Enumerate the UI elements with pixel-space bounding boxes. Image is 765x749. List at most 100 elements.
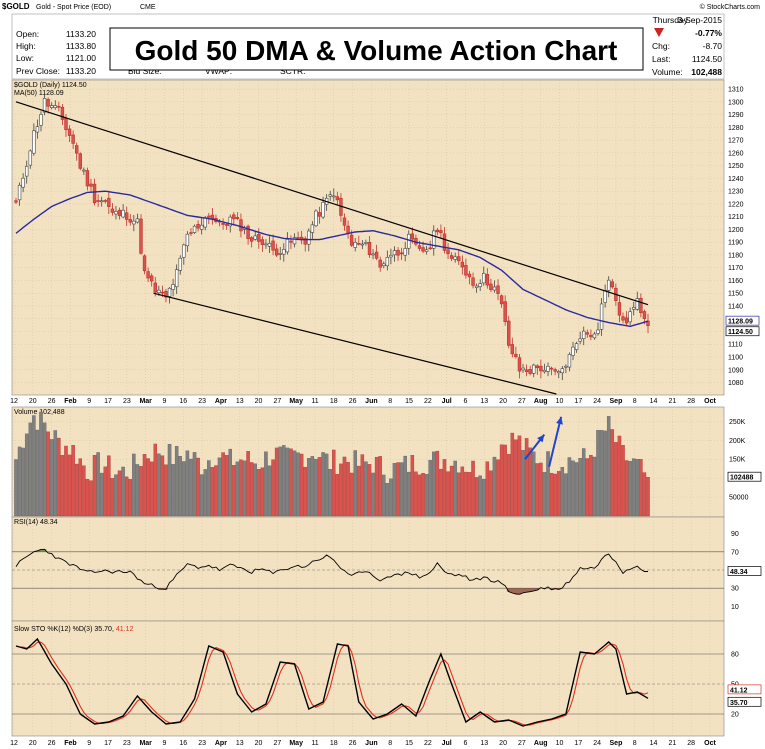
x-tick-label: 15: [405, 740, 413, 747]
volume-bar: [196, 457, 200, 517]
volume-bar: [303, 466, 307, 517]
volume-bar: [382, 474, 386, 517]
volume-bar: [496, 459, 500, 517]
volume-bar: [328, 469, 332, 517]
volume-bar: [531, 451, 536, 517]
volume-bar: [424, 474, 429, 517]
volume-bar: [60, 455, 65, 517]
candle-body: [435, 229, 440, 233]
sto-k-last-tag-box: [727, 696, 762, 707]
price-tick-label: 1110: [728, 342, 743, 349]
volume-bar: [214, 465, 218, 517]
candle-body: [492, 286, 497, 291]
volume-bar: [574, 462, 579, 517]
candle-body: [157, 289, 161, 294]
x-tick-label: 20: [29, 398, 37, 405]
volume-bar: [24, 433, 29, 517]
x-tick-label: 18: [330, 740, 338, 747]
exchange: CME: [140, 4, 156, 11]
x-tick-label: 24: [593, 740, 601, 747]
x-tick-label: 14: [650, 740, 658, 747]
price-last-tag: 1124.50: [728, 329, 753, 336]
x-tick-label: 8: [388, 398, 392, 405]
candle-body: [292, 237, 297, 245]
x-tick-label: 8: [388, 740, 392, 747]
volume-bar: [235, 461, 240, 517]
volume-bar: [296, 452, 300, 517]
candle-body: [432, 230, 436, 249]
candle-body: [499, 295, 504, 305]
candle-body: [57, 105, 61, 108]
volume-bar: [42, 422, 47, 517]
price-tick-label: 1290: [728, 112, 744, 119]
candle-body: [189, 232, 193, 234]
x-tick-label: Apr: [215, 398, 227, 405]
volume-bar: [439, 468, 443, 517]
x-tick-label: Sep: [610, 740, 623, 747]
volume-bar: [514, 439, 518, 517]
x-tick-label: Mar: [139, 740, 152, 747]
volume-bar: [78, 458, 83, 517]
candle-body: [589, 334, 593, 338]
sto-k-last-tag: 35.70: [730, 700, 748, 707]
volume-bar: [135, 464, 140, 517]
stochastic-d-line: [15, 641, 649, 726]
candle-body: [374, 251, 379, 259]
candle-body: [199, 224, 204, 230]
price-tick-label: 1310: [728, 87, 744, 94]
volume-bar: [556, 471, 561, 517]
candle-body: [239, 219, 243, 232]
candle-body: [132, 220, 136, 225]
volume-bar: [107, 455, 111, 517]
volume-bar: [517, 435, 522, 517]
volume-bar: [71, 445, 75, 517]
volume-bar: [99, 472, 104, 517]
ma-last-tag-box: [725, 315, 760, 326]
price-tick-label: 1200: [728, 227, 744, 234]
candle-body: [489, 283, 493, 290]
candle-body: [578, 338, 582, 342]
volume-bar: [589, 454, 593, 517]
candle-body: [196, 224, 200, 229]
volume-bar: [32, 415, 36, 517]
x-tick-label: 27: [273, 740, 281, 747]
candle-body: [507, 320, 511, 346]
candle-body: [146, 271, 150, 279]
candle-body: [257, 234, 261, 242]
volume-bar: [639, 459, 643, 517]
price-tick-label: 1270: [728, 138, 744, 145]
volume-bar: [492, 456, 497, 517]
price-tick-label: 1170: [728, 265, 743, 272]
candle-body: [249, 237, 254, 242]
candle-body: [139, 218, 143, 254]
candle-body: [110, 208, 115, 213]
price-tick-label: 1210: [728, 214, 744, 221]
rsi-last-tag-box: [727, 566, 762, 576]
candle-body: [514, 353, 518, 357]
price-tick-label: 1090: [728, 367, 744, 374]
volume-bar: [553, 473, 557, 517]
volume-bar: [446, 471, 450, 517]
candle-body: [114, 211, 118, 215]
symbol: $GOLD: [2, 2, 30, 11]
candle-body: [107, 198, 111, 207]
volume-bar: [74, 463, 79, 517]
volume-bar: [164, 464, 168, 517]
volume-bar: [28, 422, 33, 517]
candle-body: [367, 242, 372, 255]
candle-body: [260, 239, 265, 245]
candle-body: [332, 195, 336, 198]
volume-bar: [335, 474, 340, 517]
chg-label: Chg:: [652, 41, 670, 51]
candle-body: [439, 230, 443, 234]
volume-bar: [67, 454, 72, 517]
annotation-arrow-2: [548, 416, 563, 468]
volume-bar: [146, 458, 150, 517]
last-value: 1124.50: [692, 54, 722, 64]
candle-body: [417, 245, 422, 249]
candle-body: [596, 329, 600, 334]
x-tick-label: 20: [29, 740, 37, 747]
candle-body: [78, 153, 82, 169]
price-tick-label: 1140: [728, 303, 743, 310]
x-tick-label: Apr: [215, 740, 227, 747]
